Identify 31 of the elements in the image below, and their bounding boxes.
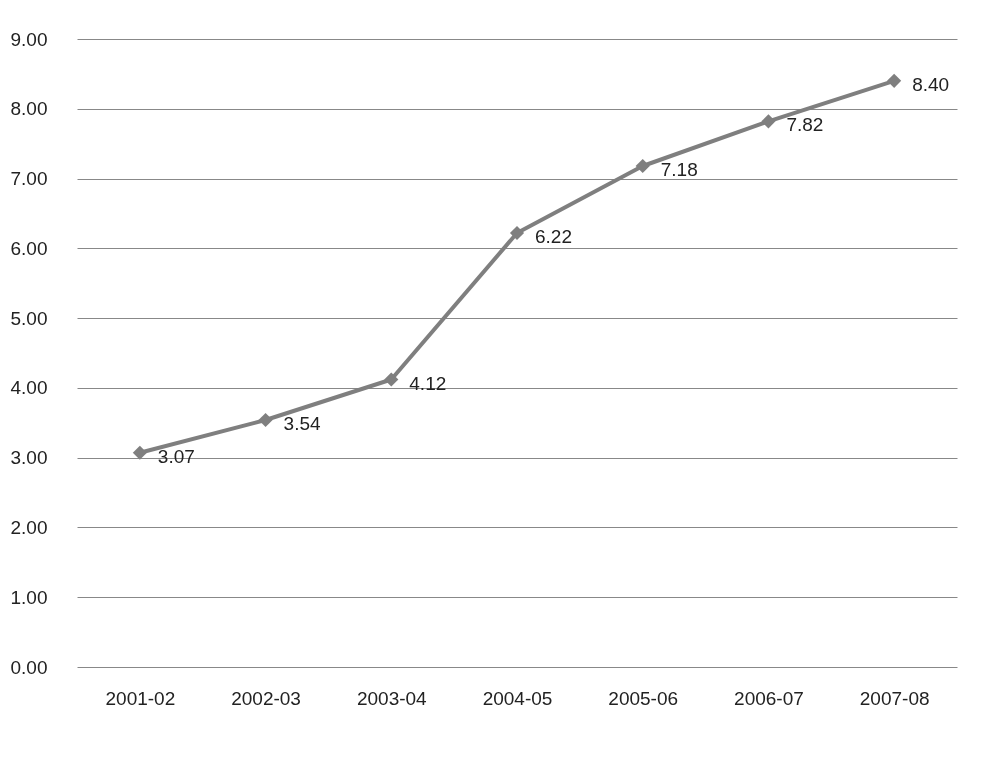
data-label: 7.82: [786, 114, 824, 136]
data-label: 3.07: [157, 445, 195, 467]
x-tick-label: 2004-05: [482, 687, 553, 709]
x-tick-label: 2003-04: [356, 687, 428, 709]
point: [384, 372, 399, 387]
y-tick-label: 0.00: [10, 656, 48, 678]
y-tick-label: 4.00: [10, 377, 48, 399]
point: [509, 225, 525, 241]
y-tick-label: 5.00: [10, 307, 48, 329]
x-tick-label: 2005-06: [608, 687, 679, 709]
y-tick-label: 7.00: [10, 168, 48, 190]
y-tick-label: 3.00: [10, 447, 48, 469]
point: [887, 73, 902, 88]
y-tick-label: 2.00: [10, 516, 48, 538]
data-label: 3.54: [283, 412, 321, 434]
y-tick-label: 1.00: [10, 586, 48, 608]
x-tick-label: 2001-02: [105, 687, 176, 709]
point: [258, 412, 273, 428]
x-tick-label: 2007-08: [859, 687, 930, 709]
data-label: 6.22: [535, 225, 572, 247]
point: [635, 158, 650, 174]
data-label: 4.12: [409, 372, 447, 394]
y-tick-label: 8.00: [10, 98, 48, 120]
x-tick-label: 2006-07: [734, 687, 804, 709]
point: [761, 114, 776, 129]
x-tick-label: 2002-03: [231, 687, 301, 709]
data-label: 8.40: [912, 73, 950, 95]
y-tick-label: 9.00: [10, 28, 48, 50]
point: [132, 445, 147, 460]
data-label: 7.18: [660, 159, 698, 180]
y-tick-label: 6.00: [10, 237, 48, 259]
